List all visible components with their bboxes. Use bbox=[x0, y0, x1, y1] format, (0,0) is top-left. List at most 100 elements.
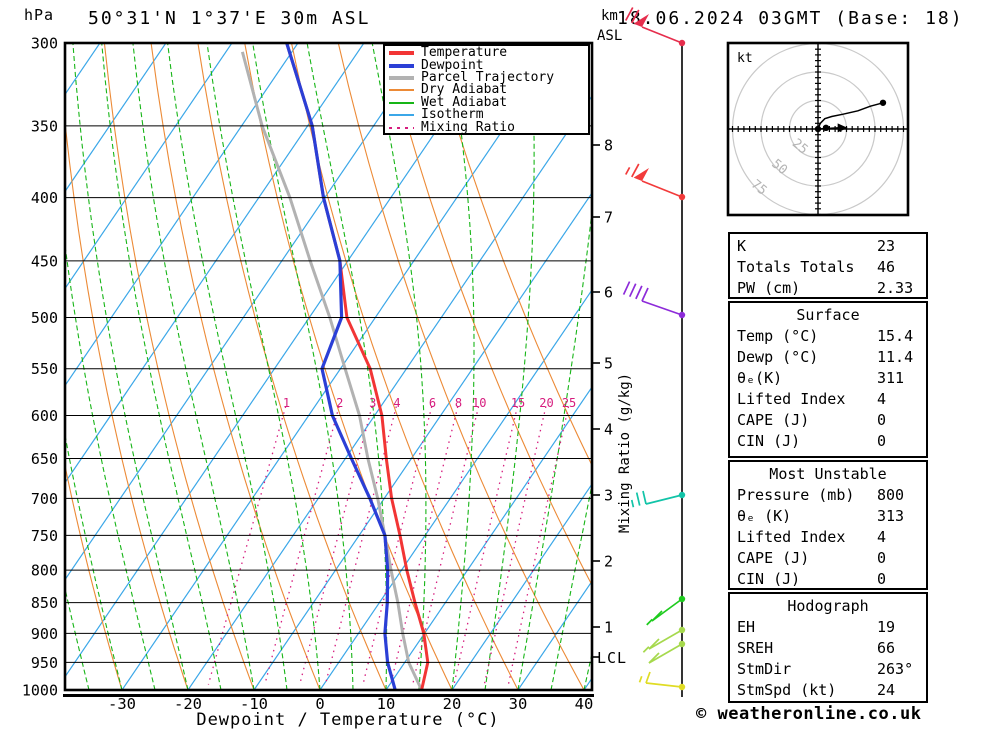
table-row: θₑ(K) 311 bbox=[730, 368, 926, 389]
table-section-title: Surface bbox=[796, 306, 860, 324]
table-row-value: 4 bbox=[877, 390, 887, 408]
svg-text:800: 800 bbox=[31, 562, 58, 580]
table-row-value: 313 bbox=[877, 507, 905, 525]
svg-text:-10: -10 bbox=[240, 695, 268, 713]
table-row: PW (cm) 2.33 bbox=[730, 278, 926, 299]
table-row-value: 0 bbox=[877, 570, 887, 588]
table-row-value: 0 bbox=[877, 432, 887, 450]
wind-barb-column bbox=[622, 7, 686, 697]
legend-label: Isotherm bbox=[421, 107, 484, 123]
table-row-value: 46 bbox=[877, 258, 896, 276]
table-row: StmDir 263° bbox=[730, 659, 926, 680]
legend-item: Temperature bbox=[389, 46, 588, 59]
legend-swatch bbox=[389, 75, 414, 80]
indices-table-hodograph: Hodograph EH 19 SREH 66 StmDir 263° StmSpd (kt)… bbox=[728, 592, 928, 703]
wind-barb bbox=[648, 640, 686, 664]
table-row-value: 19 bbox=[877, 618, 896, 636]
table-section-title: Most Unstable bbox=[769, 465, 887, 483]
legend-item: Dewpoint bbox=[389, 59, 588, 72]
table-row: Temp (°C) 15.4 bbox=[730, 326, 926, 347]
table-row-label: Totals Totals bbox=[737, 258, 855, 276]
table-row-label: CIN (J) bbox=[737, 570, 801, 588]
sounding-profiles bbox=[240, 44, 430, 689]
svg-text:30: 30 bbox=[509, 695, 528, 713]
svg-text:600: 600 bbox=[31, 407, 58, 425]
svg-text:15: 15 bbox=[511, 396, 525, 410]
legend-item: Mixing Ratio bbox=[389, 121, 588, 134]
plot-frame bbox=[63, 41, 594, 697]
table-row-label: StmSpd (kt) bbox=[737, 681, 837, 699]
legend-swatch bbox=[389, 63, 414, 68]
legend-swatch bbox=[389, 51, 414, 56]
svg-text:-30: -30 bbox=[108, 695, 136, 713]
table-row-value: 2.33 bbox=[877, 279, 914, 297]
copyright-text: © weatheronline.co.uk bbox=[696, 704, 922, 724]
table-row-label: K bbox=[737, 237, 747, 255]
svg-text:40: 40 bbox=[575, 695, 594, 713]
table-row-label: θₑ(K) bbox=[737, 369, 783, 387]
table-row-value: 311 bbox=[877, 369, 905, 387]
legend-item: Isotherm bbox=[389, 107, 588, 123]
svg-text:25: 25 bbox=[789, 136, 811, 158]
svg-text:500: 500 bbox=[31, 309, 58, 327]
svg-text:3: 3 bbox=[369, 396, 376, 410]
svg-text:6: 6 bbox=[429, 396, 436, 410]
wind-barb bbox=[622, 281, 686, 319]
altitude-unit-asl: ASL bbox=[597, 28, 623, 44]
table-row-label: CIN (J) bbox=[737, 432, 801, 450]
page-title: 50°31'N 1°37'E 30m ASL bbox=[88, 8, 371, 29]
table-row: K 23 bbox=[730, 236, 926, 257]
legend-item: Dry Adiabat bbox=[389, 83, 588, 96]
x-axis-label: Dewpoint / Temperature (°C) bbox=[196, 710, 499, 730]
table-row-value: 0 bbox=[877, 411, 887, 429]
svg-text:650: 650 bbox=[31, 450, 58, 468]
table-row-value: 4 bbox=[877, 528, 887, 546]
table-row-label: Lifted Index bbox=[737, 528, 846, 546]
altitude-unit-km: km bbox=[601, 8, 618, 24]
table-row: θₑ (K) 313 bbox=[730, 506, 926, 527]
svg-text:550: 550 bbox=[31, 360, 58, 378]
legend-item: Parcel Trajectory bbox=[389, 71, 588, 84]
table-row-label: Temp (°C) bbox=[737, 327, 819, 345]
svg-text:350: 350 bbox=[31, 117, 58, 135]
svg-text:300: 300 bbox=[31, 35, 58, 53]
table-row: EH 19 bbox=[730, 617, 926, 638]
svg-text:5: 5 bbox=[604, 355, 613, 373]
svg-text:2: 2 bbox=[604, 553, 613, 571]
svg-text:4: 4 bbox=[393, 396, 400, 410]
table-row-label: CAPE (J) bbox=[737, 411, 810, 429]
indices-table-surface: Surface Temp (°C) 15.4 Dewp (°C) 11.4 θₑ(K) 31… bbox=[728, 301, 928, 458]
svg-text:10: 10 bbox=[472, 396, 486, 410]
table-row-label: Lifted Index bbox=[737, 390, 846, 408]
table-row-label: CAPE (J) bbox=[737, 549, 810, 567]
svg-text:3: 3 bbox=[604, 487, 613, 505]
svg-text:2: 2 bbox=[336, 396, 343, 410]
svg-text:850: 850 bbox=[31, 594, 58, 612]
legend-swatch bbox=[389, 126, 414, 129]
svg-text:900: 900 bbox=[31, 625, 58, 643]
table-row-value: 0 bbox=[877, 549, 887, 567]
wind-barb bbox=[638, 671, 686, 691]
svg-text:50: 50 bbox=[768, 157, 790, 179]
table-row-value: 23 bbox=[877, 237, 896, 255]
svg-text:1: 1 bbox=[604, 619, 613, 637]
table-row-value: 263° bbox=[877, 660, 914, 678]
table-row-label: θₑ (K) bbox=[737, 507, 792, 525]
svg-text:0: 0 bbox=[315, 695, 324, 713]
legend-swatch bbox=[389, 101, 414, 104]
wind-barb bbox=[642, 626, 686, 653]
svg-text:700: 700 bbox=[31, 490, 58, 508]
table-row: CAPE (J) 0 bbox=[730, 410, 926, 431]
table-row-value: 11.4 bbox=[877, 348, 914, 366]
legend-item: Wet Adiabat bbox=[389, 96, 588, 109]
table-row: CIN (J) 0 bbox=[730, 569, 926, 590]
svg-text:1: 1 bbox=[283, 396, 290, 410]
series-dewpoint bbox=[285, 44, 397, 689]
indices-table-most-unstable: Most Unstable Pressure (mb) 800 θₑ (K) 313 Li… bbox=[728, 460, 928, 590]
legend-swatch bbox=[389, 114, 414, 117]
table-row-label: EH bbox=[737, 618, 756, 636]
svg-text:450: 450 bbox=[31, 252, 58, 270]
